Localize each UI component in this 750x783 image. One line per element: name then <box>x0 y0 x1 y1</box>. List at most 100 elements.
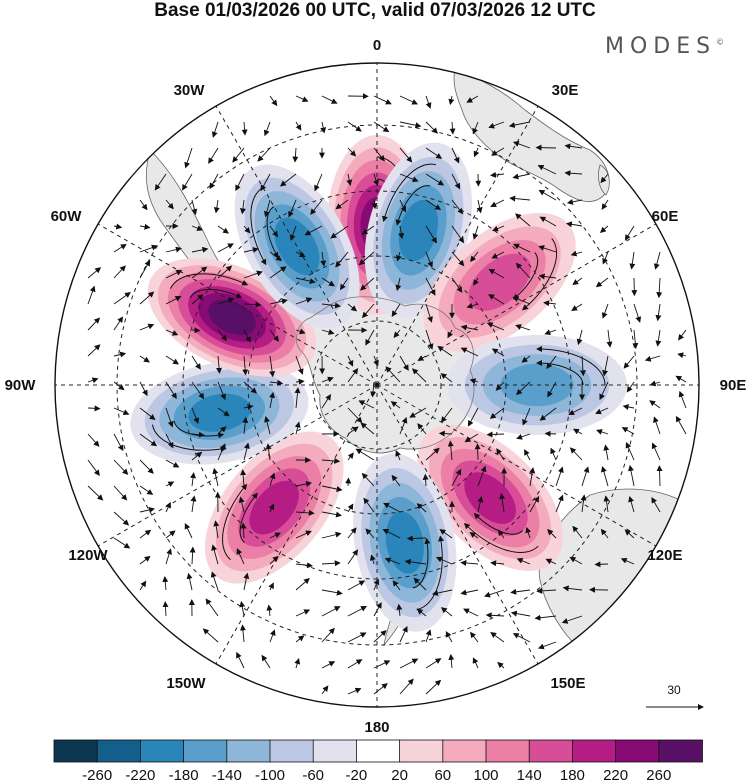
wind-vector <box>544 329 557 336</box>
map-boundary <box>54 62 700 708</box>
wind-vector <box>564 143 583 150</box>
wind-vector <box>321 95 338 104</box>
wind-vector <box>499 493 506 513</box>
wind-vector <box>425 121 439 134</box>
wind-vector <box>564 170 583 177</box>
wind-vector <box>399 416 408 435</box>
wind-vector <box>625 441 635 461</box>
wind-vector <box>490 171 505 178</box>
wind-vector <box>373 630 387 643</box>
wind-vector <box>295 562 313 569</box>
wind-vector <box>472 657 479 669</box>
anomaly-contour <box>398 199 439 262</box>
wind-vector <box>569 556 583 565</box>
wind-vector <box>165 246 182 253</box>
wind-vector <box>321 531 342 539</box>
wind-vector <box>399 658 419 669</box>
wind-vector <box>347 121 362 132</box>
wind-vector <box>243 225 251 234</box>
wind-vector <box>565 221 583 228</box>
wind-vector <box>451 251 465 267</box>
wind-vector <box>477 465 487 487</box>
wind-vector <box>491 348 505 357</box>
wind-vector <box>675 375 687 383</box>
wind-vector <box>191 266 208 279</box>
wind-vector <box>440 373 453 383</box>
antarctica-coastline <box>296 296 475 454</box>
wind-vector <box>320 121 327 134</box>
wind-vector <box>416 503 427 513</box>
wind-vector <box>675 415 687 435</box>
wind-vector <box>216 355 223 374</box>
colorbar: -260 -220 -180 -140 -100 -60 -20 20 60 100 140 180 2… <box>53 739 703 783</box>
wind-vector <box>538 273 557 280</box>
wind-vector <box>264 416 271 435</box>
anomaly-contour <box>249 480 299 535</box>
wind-vector <box>371 199 378 210</box>
wind-vector <box>513 243 531 253</box>
wind-vector <box>569 447 583 461</box>
wind-vector <box>295 530 312 539</box>
wind-vector <box>417 423 427 435</box>
wind-vector <box>516 433 531 440</box>
wind-vector <box>295 251 306 258</box>
colorbar-tick-label: -100 <box>255 767 285 783</box>
circulation-arrow <box>512 252 539 300</box>
colorbar-swatch <box>96 739 142 763</box>
wind-vector <box>385 366 401 383</box>
wind-vector <box>576 329 583 346</box>
colorbar-swatch <box>355 739 401 763</box>
wind-vector <box>623 355 635 369</box>
wind-vector <box>490 632 505 643</box>
wind-vector <box>189 546 196 565</box>
colorbar-tick-label: 220 <box>603 767 628 783</box>
negative-anomaly-center <box>353 453 457 632</box>
wind-vector <box>373 147 385 162</box>
wind-vector <box>624 225 635 241</box>
wind-vector <box>191 294 204 305</box>
wind-vector <box>365 329 375 346</box>
wind-vector <box>211 121 219 138</box>
wind-vector <box>425 199 442 211</box>
wind-vector <box>473 277 479 286</box>
wind-vector <box>321 329 335 335</box>
wind-vector <box>373 95 392 105</box>
circulation-arrow <box>536 346 606 386</box>
wind-vector <box>508 121 531 128</box>
wind-vector <box>162 576 169 591</box>
wind-vector <box>409 407 427 418</box>
wind-vector <box>399 95 419 105</box>
wind-vector <box>241 121 248 136</box>
wind-vector <box>398 225 405 240</box>
wind-vector <box>165 355 180 365</box>
wind-vector <box>347 147 357 157</box>
wind-vector <box>535 144 557 151</box>
wind-vector <box>399 199 407 213</box>
wind-vector <box>295 95 309 102</box>
wind-vector <box>87 485 104 501</box>
wind-vector <box>191 381 205 400</box>
wind-vector <box>347 580 366 591</box>
circulation-arrow <box>250 187 267 266</box>
wind-vector <box>474 443 481 461</box>
wind-vector <box>447 329 454 339</box>
wind-vector <box>509 195 531 202</box>
wind-vector <box>399 121 422 129</box>
wind-vector <box>399 147 413 163</box>
lon-label-120w: 120W <box>68 547 108 564</box>
wind-vector <box>113 265 126 279</box>
wind-vector <box>113 433 124 452</box>
wind-vector <box>294 421 301 435</box>
wind-vector <box>435 556 453 565</box>
wind-vector <box>600 528 609 539</box>
wind-vector <box>361 472 375 487</box>
wind-vector <box>295 577 310 591</box>
positive-anomaly-center <box>204 431 344 584</box>
wind-vector <box>263 199 271 218</box>
wind-vector <box>321 394 332 409</box>
circulation-arrow <box>382 163 437 223</box>
wind-vector <box>235 173 245 192</box>
wind-vector <box>139 355 150 363</box>
wind-vector <box>295 355 304 375</box>
